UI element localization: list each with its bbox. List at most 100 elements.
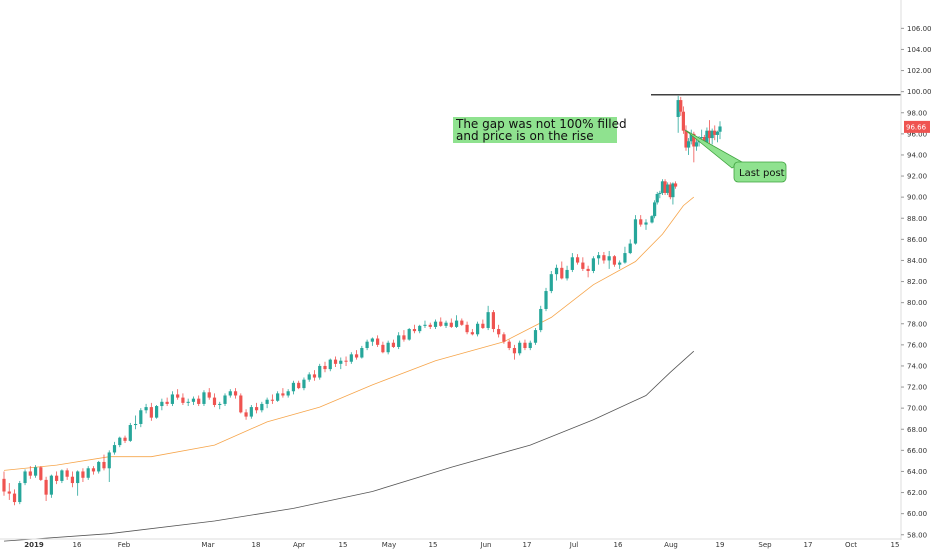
candle-body bbox=[586, 268, 590, 271]
candle-body bbox=[239, 395, 243, 413]
candle-body bbox=[412, 329, 417, 332]
candle-body bbox=[118, 437, 122, 446]
candle bbox=[481, 319, 485, 330]
candle-body bbox=[123, 437, 127, 441]
candle bbox=[671, 182, 675, 205]
candle-body bbox=[44, 479, 48, 495]
candle bbox=[570, 253, 574, 273]
candle bbox=[344, 356, 348, 366]
candle bbox=[23, 469, 27, 486]
candle bbox=[291, 380, 296, 395]
candle-body bbox=[391, 342, 396, 347]
candle bbox=[586, 265, 590, 278]
x-tick-label: Mar bbox=[201, 541, 214, 549]
candle bbox=[407, 327, 411, 341]
candle bbox=[191, 396, 196, 405]
candle bbox=[276, 391, 280, 402]
candle-body bbox=[663, 181, 667, 193]
candle bbox=[91, 466, 96, 475]
candle-body bbox=[655, 193, 659, 203]
candle-body bbox=[86, 468, 90, 478]
y-tick-label: 92.00 bbox=[907, 173, 927, 181]
candle bbox=[476, 321, 480, 337]
candle-body bbox=[486, 312, 490, 328]
last-post-label: Last post bbox=[739, 168, 785, 179]
candle bbox=[107, 450, 111, 482]
candle bbox=[454, 315, 459, 328]
candle bbox=[528, 340, 532, 351]
y-tick-label: 96.00 bbox=[907, 130, 927, 138]
candle bbox=[597, 252, 601, 265]
candle-body bbox=[197, 398, 201, 404]
x-tick-label: 17 bbox=[804, 541, 813, 549]
y-tick-label: 76.00 bbox=[907, 341, 927, 349]
candle bbox=[533, 327, 538, 345]
candle bbox=[12, 489, 17, 506]
candle-body bbox=[597, 255, 601, 259]
candle-body bbox=[254, 407, 259, 411]
candle-body bbox=[518, 342, 522, 354]
y-tick-label: 66.00 bbox=[907, 447, 927, 455]
ma-fast-line bbox=[3, 196, 695, 471]
x-tick-label: 17 bbox=[523, 541, 532, 549]
x-tick-label: Feb bbox=[118, 541, 131, 549]
annotation-gap-box bbox=[453, 117, 617, 143]
candle-body bbox=[323, 365, 327, 370]
candle bbox=[666, 182, 670, 196]
candle-body bbox=[684, 130, 688, 148]
candle-body bbox=[102, 461, 106, 469]
candle bbox=[323, 361, 327, 373]
candle bbox=[233, 388, 238, 399]
candle-body bbox=[91, 468, 96, 472]
current-price-label: 96.66 bbox=[906, 123, 927, 131]
candle-body bbox=[650, 216, 654, 223]
candle bbox=[155, 404, 159, 419]
candle-body bbox=[286, 391, 290, 396]
candle-body bbox=[460, 320, 464, 325]
candle-body bbox=[444, 322, 448, 326]
candle bbox=[460, 318, 464, 326]
candle bbox=[607, 250, 611, 269]
candle bbox=[302, 377, 306, 391]
candle-body bbox=[376, 338, 380, 345]
candle-body bbox=[639, 219, 643, 225]
candle-body bbox=[681, 111, 685, 131]
last-post-bubble bbox=[733, 161, 787, 183]
candle bbox=[623, 246, 627, 264]
candle bbox=[360, 345, 364, 359]
annotation-gap-line-2: and price is on the rise bbox=[456, 129, 594, 143]
candle bbox=[144, 403, 148, 414]
candle bbox=[365, 339, 369, 351]
x-tick-label: May bbox=[382, 541, 396, 549]
candle bbox=[539, 305, 543, 333]
candle-body bbox=[18, 483, 22, 503]
candle-body bbox=[76, 471, 80, 484]
candle bbox=[715, 130, 719, 143]
candle-body bbox=[228, 391, 232, 396]
candle bbox=[565, 265, 569, 281]
candle-body bbox=[544, 291, 548, 309]
candle bbox=[28, 466, 32, 479]
candle bbox=[423, 320, 427, 328]
candle bbox=[465, 321, 469, 335]
x-tick-label: 15 bbox=[339, 541, 348, 549]
candle-body bbox=[207, 392, 211, 398]
candle-body bbox=[144, 407, 148, 411]
candle bbox=[376, 335, 380, 347]
candle bbox=[149, 402, 153, 421]
candle bbox=[412, 324, 417, 334]
candle-body bbox=[694, 142, 699, 147]
candle-body bbox=[418, 325, 422, 332]
candle-body bbox=[476, 323, 480, 335]
candle bbox=[502, 332, 506, 344]
candle-body bbox=[565, 269, 569, 279]
y-tick-label: 100.00 bbox=[907, 88, 932, 96]
candle-body bbox=[689, 133, 693, 142]
candle bbox=[33, 465, 38, 478]
candle-body bbox=[212, 397, 217, 405]
candle-body bbox=[687, 141, 691, 148]
candle bbox=[297, 380, 301, 390]
candle bbox=[660, 179, 665, 196]
candle-body bbox=[149, 407, 153, 418]
candle-body bbox=[39, 467, 43, 480]
